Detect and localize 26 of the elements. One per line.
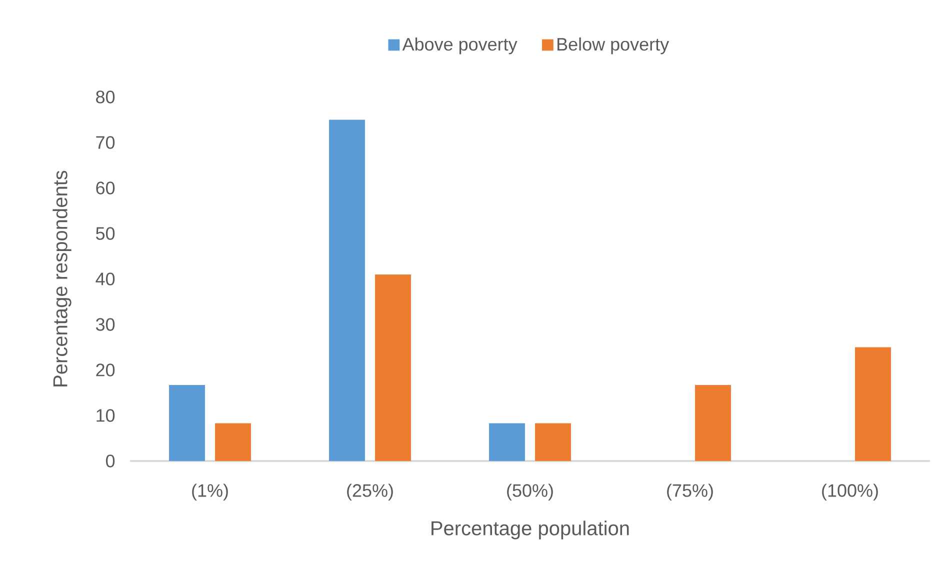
bar	[695, 385, 731, 461]
bar	[375, 274, 412, 461]
y-tick-label: 30	[96, 318, 115, 331]
y-tick-label: 80	[96, 90, 115, 104]
y-tick-label: 20	[96, 364, 115, 376]
bar	[854, 347, 891, 461]
bar	[489, 423, 525, 461]
y-tick-label: 40	[96, 272, 115, 286]
x-tick-label: (25%)	[347, 484, 393, 500]
y-axis-title: Percentage respondents	[52, 170, 72, 386]
y-tick-label: 50	[96, 227, 115, 240]
y-tick-label: 0	[106, 454, 115, 468]
legend-label: Above poverty	[402, 37, 518, 54]
x-tick-label: (1%)	[192, 484, 228, 500]
x-axis-title: Percentage population	[432, 520, 629, 540]
bar	[329, 120, 366, 461]
bar	[535, 423, 571, 461]
bar	[169, 385, 206, 461]
bar	[215, 423, 252, 461]
y-tick-label: 10	[96, 409, 115, 422]
x-tick-label: (75%)	[667, 484, 713, 500]
y-tick-label: 60	[96, 182, 115, 194]
legend-label: Below poverty	[558, 37, 670, 54]
x-tick-label: (100%)	[822, 484, 878, 500]
y-tick-label: 70	[96, 136, 115, 149]
x-tick-label: (50%)	[507, 484, 553, 500]
